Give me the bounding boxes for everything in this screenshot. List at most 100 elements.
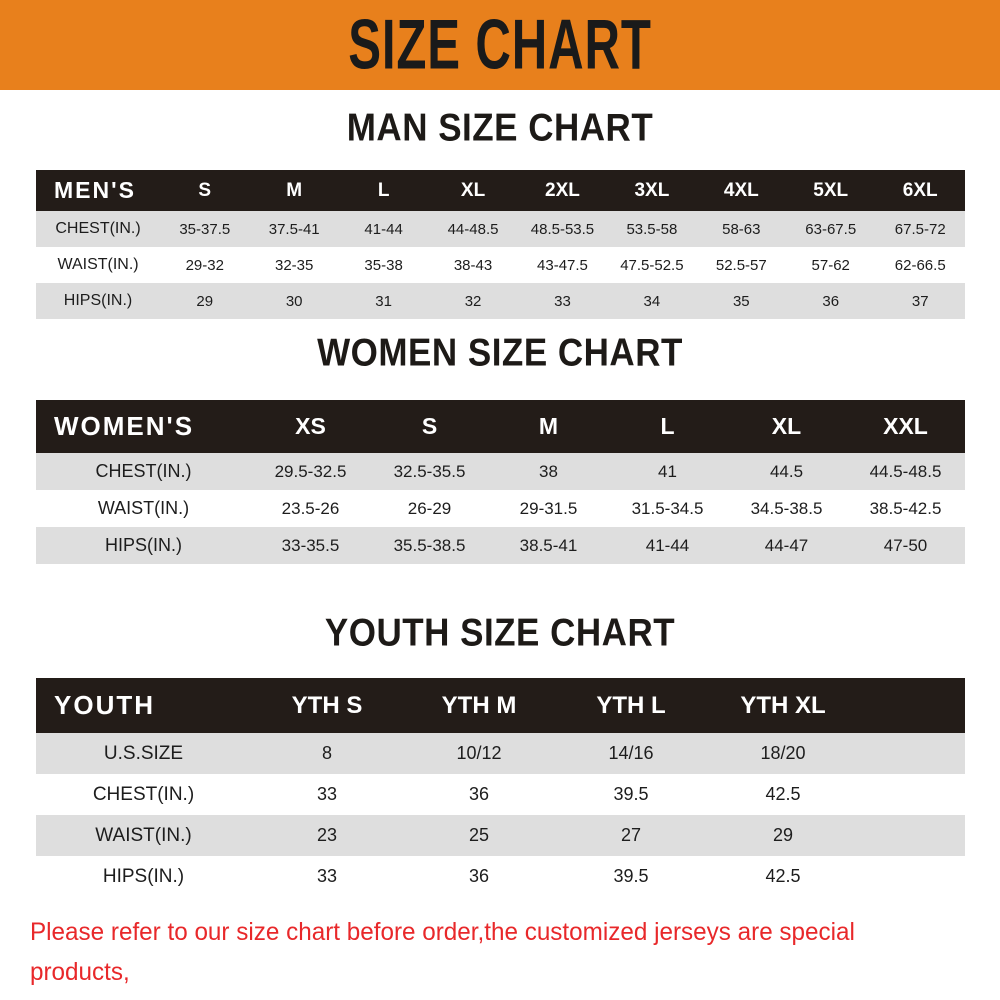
man-hips-s: 29 — [196, 292, 214, 310]
youth-chest-xl: 42.5 — [765, 784, 801, 804]
youth-row-label-ussize: U.S.SIZE — [103, 742, 184, 764]
man-col-header-6xl: 6XL — [902, 179, 938, 201]
man-chest-l: 41-44 — [364, 220, 403, 238]
women-hips-s: 35.5-38.5 — [393, 535, 466, 555]
table-row: WAIST(IN.) 23.5-26 26-29 29-31.5 31.5-34… — [36, 490, 965, 527]
youth-col-header-xl: YTH XL — [740, 691, 826, 719]
man-hips-3xl: 34 — [643, 292, 661, 310]
women-row-label-waist: WAIST(IN.) — [97, 498, 190, 518]
man-row-label-waist: WAIST(IN.) — [57, 256, 139, 273]
youth-table-header-row: YOUTH YTH S YTH M YTH L YTH XL — [36, 678, 965, 733]
women-col-header-s: S — [421, 413, 438, 439]
youth-header-spacer — [859, 678, 965, 733]
table-row: HIPS(IN.) 33-35.5 35.5-38.5 38.5-41 41-4… — [36, 527, 965, 564]
youth-waist-l: 27 — [620, 825, 642, 845]
youth-ussize-m: 10/12 — [456, 743, 502, 763]
man-waist-5xl: 57-62 — [811, 256, 850, 274]
youth-waist-s: 23 — [316, 825, 338, 845]
women-chest-xs: 29.5-32.5 — [274, 461, 347, 481]
man-chest-2xl: 48.5-53.5 — [530, 220, 595, 238]
youth-row-label-hips: HIPS(IN.) — [102, 865, 185, 887]
women-waist-s: 26-29 — [407, 498, 452, 518]
man-chest-m: 37.5-41 — [268, 220, 320, 238]
women-waist-xs: 23.5-26 — [281, 498, 340, 518]
youth-col-header-l: YTH L — [596, 691, 666, 719]
table-row: WAIST(IN.) 23 25 27 29 — [36, 815, 965, 856]
man-waist-l: 35-38 — [364, 256, 403, 274]
women-row-label-hips: HIPS(IN.) — [104, 535, 182, 555]
youth-col-header-s: YTH S — [291, 691, 363, 719]
man-hips-4xl: 35 — [732, 292, 750, 310]
youth-hips-m: 36 — [468, 866, 490, 886]
women-waist-xl: 34.5-38.5 — [750, 498, 823, 518]
women-hips-l: 41-44 — [645, 535, 690, 555]
youth-ussize-l: 14/16 — [608, 743, 654, 763]
man-col-header-m: M — [286, 179, 303, 201]
table-row: CHEST(IN.) 35-37.5 37.5-41 41-44 44-48.5… — [36, 211, 965, 247]
women-waist-l: 31.5-34.5 — [631, 498, 704, 518]
youth-waist-m: 25 — [468, 825, 490, 845]
man-col-header-3xl: 3XL — [634, 179, 670, 201]
women-hips-xl: 44-47 — [764, 535, 809, 555]
women-col-header-xl: XL — [771, 413, 802, 439]
man-waist-2xl: 43-47.5 — [537, 256, 588, 274]
page-banner: SIZE CHART — [0, 0, 1000, 90]
women-size-table: WOMEN'S XS S M L XL XXL CHEST(IN.) 29.5-… — [36, 400, 965, 564]
man-chest-s: 35-37.5 — [179, 220, 231, 238]
women-hips-xs: 33-35.5 — [281, 535, 340, 555]
man-hips-6xl: 37 — [911, 292, 929, 310]
order-policy-note: Please refer to our size chart before or… — [30, 918, 857, 1000]
women-col-header-xs: XS — [295, 413, 326, 439]
man-chest-5xl: 63-67.5 — [805, 220, 857, 238]
women-chest-l: 41 — [658, 461, 677, 481]
youth-row-label-waist: WAIST(IN.) — [95, 824, 192, 846]
youth-row-spacer — [859, 815, 965, 856]
man-hips-5xl: 36 — [822, 292, 840, 310]
women-col-header-xxl: XXL — [883, 413, 928, 439]
man-chest-xl: 44-48.5 — [447, 220, 499, 238]
man-col-header-xl: XL — [460, 179, 486, 201]
man-waist-3xl: 47.5-52.5 — [620, 256, 684, 274]
table-row: U.S.SIZE 8 10/12 14/16 18/20 — [36, 733, 965, 774]
women-hips-m: 38.5-41 — [519, 535, 578, 555]
youth-corner-label: YOUTH — [54, 690, 155, 720]
man-hips-2xl: 33 — [554, 292, 571, 310]
women-col-header-m: M — [538, 413, 559, 439]
youth-chest-m: 36 — [468, 784, 490, 804]
man-col-header-s: S — [198, 179, 212, 201]
man-size-table: MEN'S S M L XL 2XL 3XL 4XL 5XL 6XL CHEST… — [36, 170, 965, 319]
man-hips-l: 31 — [375, 292, 392, 310]
youth-row-spacer — [859, 733, 965, 774]
youth-ussize-xl: 18/20 — [760, 743, 806, 763]
man-chest-6xl: 67.5-72 — [894, 220, 946, 238]
women-corner-label: WOMEN'S — [54, 411, 195, 441]
youth-ussize-s: 8 — [321, 743, 332, 763]
women-chest-xxl: 44.5-48.5 — [869, 461, 942, 481]
youth-hips-xl: 42.5 — [765, 866, 801, 886]
women-waist-m: 29-31.5 — [519, 498, 578, 518]
youth-size-table: YOUTH YTH S YTH M YTH L YTH XL U.S.SIZE … — [36, 678, 965, 897]
man-col-header-4xl: 4XL — [723, 179, 759, 201]
man-row-label-chest: CHEST(IN.) — [55, 220, 141, 237]
man-col-header-2xl: 2XL — [545, 179, 580, 201]
man-table-header-row: MEN'S S M L XL 2XL 3XL 4XL 5XL 6XL — [36, 170, 965, 211]
youth-section-title: YOUTH SIZE CHART — [324, 611, 676, 655]
youth-row-label-chest: CHEST(IN.) — [92, 783, 195, 805]
women-hips-xxl: 47-50 — [883, 535, 928, 555]
youth-waist-xl: 29 — [772, 825, 794, 845]
man-waist-6xl: 62-66.5 — [894, 256, 946, 274]
youth-col-header-m: YTH M — [441, 691, 517, 719]
man-col-header-5xl: 5XL — [813, 179, 849, 201]
youth-hips-l: 39.5 — [613, 866, 649, 886]
youth-chest-s: 33 — [316, 784, 338, 804]
women-chest-xl: 44.5 — [769, 461, 804, 481]
women-waist-xxl: 38.5-42.5 — [869, 498, 942, 518]
man-corner-label: MEN'S — [54, 177, 136, 203]
youth-row-spacer — [859, 774, 965, 815]
table-row: CHEST(IN.) 33 36 39.5 42.5 — [36, 774, 965, 815]
table-row: HIPS(IN.) 33 36 39.5 42.5 — [36, 856, 965, 897]
women-table-header-row: WOMEN'S XS S M L XL XXL — [36, 400, 965, 453]
table-row: WAIST(IN.) 29-32 32-35 35-38 38-43 43-47… — [36, 247, 965, 283]
man-chest-3xl: 53.5-58 — [626, 220, 678, 238]
